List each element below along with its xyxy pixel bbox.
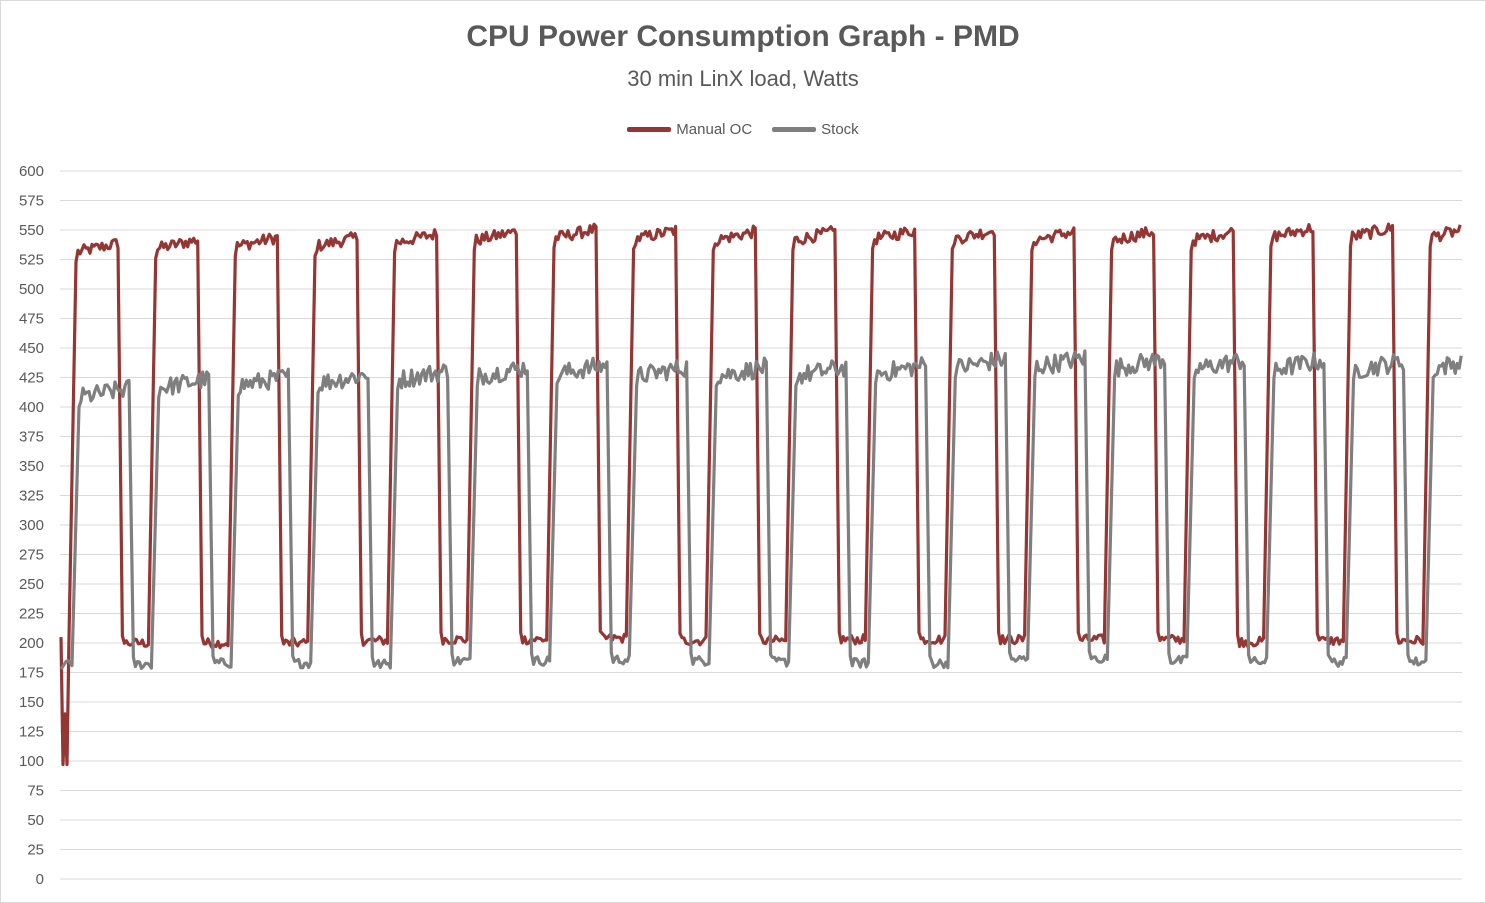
y-tick-label: 450 (19, 340, 44, 357)
y-tick-label: 475 (19, 311, 44, 328)
y-tick-label: 100 (19, 753, 44, 770)
chart-subtitle: 30 min LinX load, Watts (627, 66, 859, 91)
y-tick-label: 275 (19, 547, 44, 564)
y-tick-label: 500 (19, 281, 44, 298)
y-tick-label: 0 (36, 871, 44, 888)
legend-item-manual-oc: Manual OC (627, 121, 752, 138)
y-tick-label: 525 (19, 252, 44, 269)
legend-item-stock: Stock (772, 121, 859, 138)
y-tick-label: 75 (27, 783, 44, 800)
y-tick-label: 150 (19, 694, 44, 711)
legend-label-manual-oc: Manual OC (676, 121, 753, 138)
y-tick-label: 250 (19, 576, 44, 593)
y-tick-label: 125 (19, 724, 44, 741)
y-tick-label: 600 (19, 163, 44, 180)
y-tick-label: 200 (19, 635, 44, 652)
y-tick-label: 350 (19, 458, 44, 475)
y-tick-label: 175 (19, 665, 44, 682)
y-tick-label: 25 (27, 842, 44, 859)
legend-swatch-manual-oc (627, 127, 672, 132)
y-tick-label: 300 (19, 517, 44, 534)
y-tick-label: 400 (19, 399, 44, 416)
series-line-manual-oc (59, 222, 1462, 767)
legend: Manual OC Stock (0, 121, 1486, 138)
y-tick-label: 425 (19, 370, 44, 387)
y-tick-label: 325 (19, 488, 44, 505)
y-tick-label: 50 (27, 812, 44, 829)
series-line-stock (59, 349, 1463, 670)
legend-swatch-stock (772, 127, 817, 132)
y-tick-label: 225 (19, 606, 44, 623)
chart-title: CPU Power Consumption Graph - PMD (466, 20, 1020, 53)
y-tick-label: 575 (19, 193, 44, 210)
y-tick-label: 375 (19, 429, 44, 446)
legend-label-stock: Stock (821, 121, 859, 138)
y-tick-label: 550 (19, 222, 44, 239)
